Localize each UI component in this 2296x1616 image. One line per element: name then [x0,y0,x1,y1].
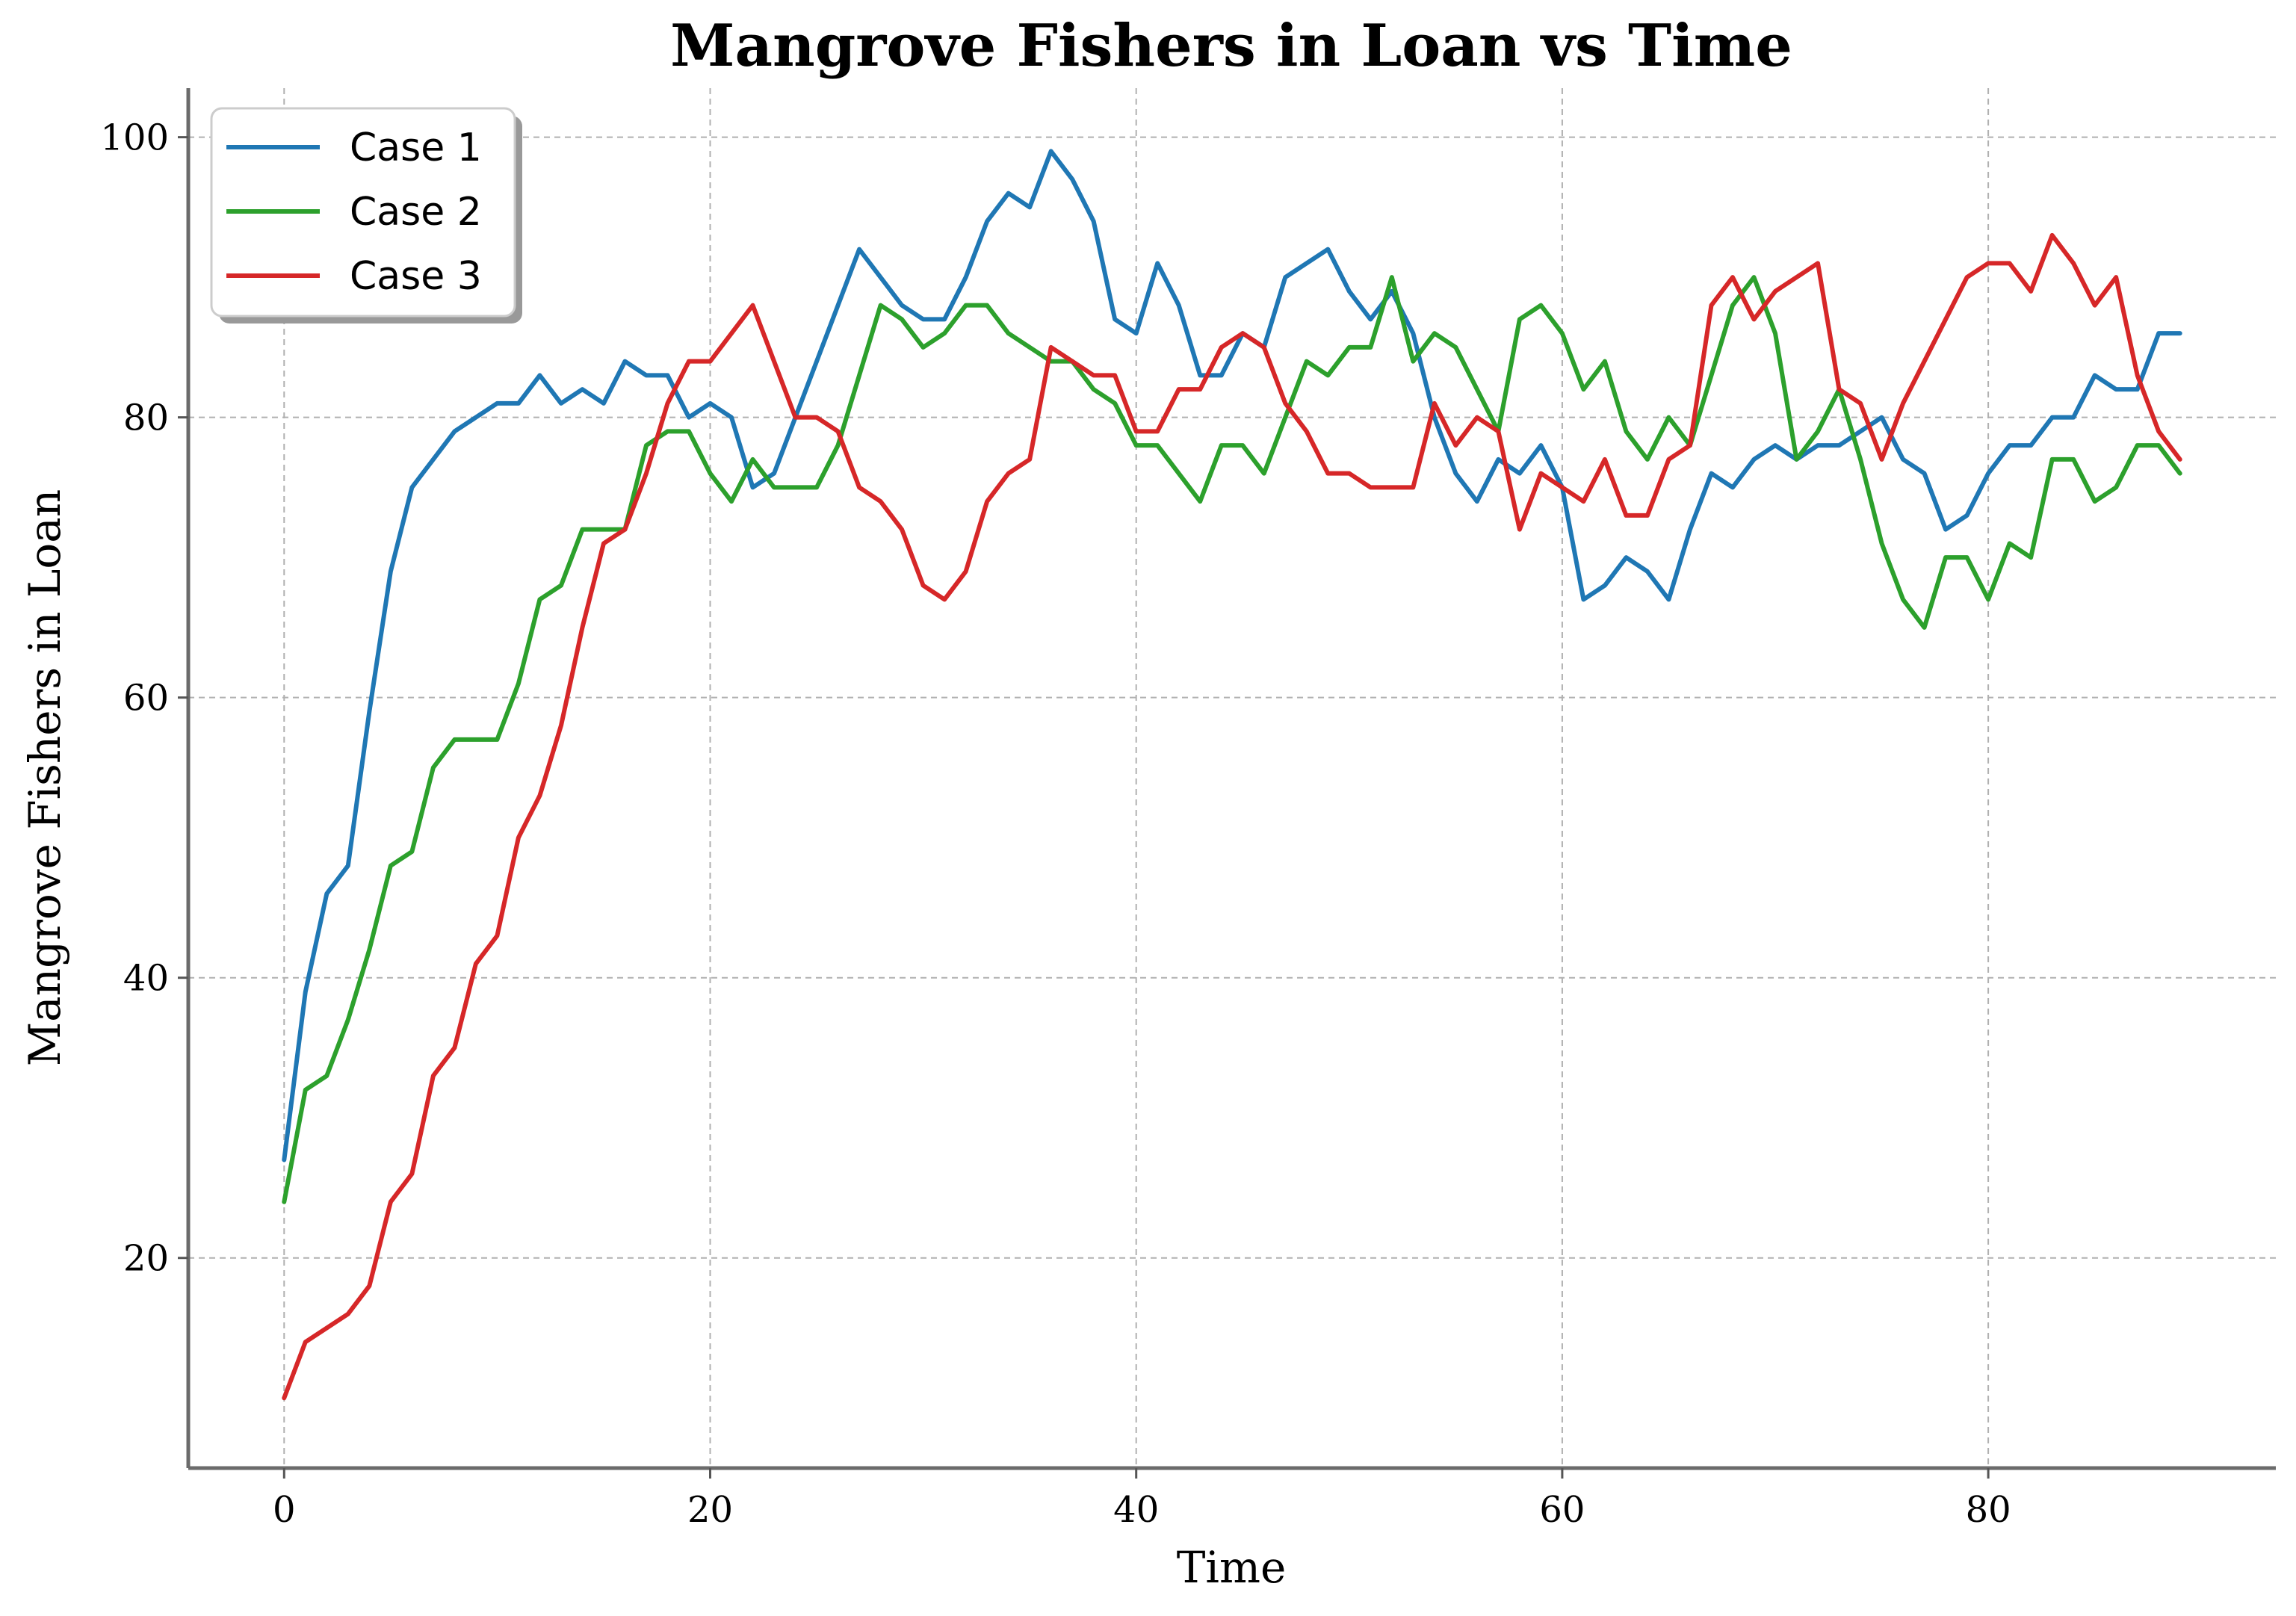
series-line-case-3 [282,232,2182,1401]
x-axis-label: Time [1177,1542,1287,1593]
chart-title: Mangrove Fishers in Loan vs Time [670,12,1792,80]
x-tick-label: 80 [1966,1489,2011,1531]
ticks: 0 20 40 60 80 20 40 60 80 100 [100,117,2011,1531]
x-tick-label: 0 [273,1489,296,1531]
x-tick-label: 20 [687,1489,733,1531]
legend: Case 1 Case 2 Case 3 [210,107,522,323]
y-tick-label: 80 [123,397,169,439]
legend-label-case-2: Case 2 [350,190,482,235]
series-line-case-2 [282,275,2182,1204]
y-tick-label: 40 [123,958,169,1000]
legend-label-case-1: Case 1 [350,126,482,170]
series-line-case-1 [282,149,2182,1163]
y-tick-label: 20 [123,1238,169,1280]
grid-lines [188,88,2276,1468]
y-tick-label: 100 [100,117,169,159]
x-tick-label: 60 [1539,1489,1585,1531]
legend-label-case-3: Case 3 [350,254,482,299]
axes [186,88,2276,1470]
x-tick-label: 40 [1113,1489,1159,1531]
series-lines [282,149,2182,1401]
y-axis-label: Mangrove Fishers in Loan [19,489,70,1067]
legend-box [210,107,516,318]
y-tick-label: 60 [123,678,169,719]
